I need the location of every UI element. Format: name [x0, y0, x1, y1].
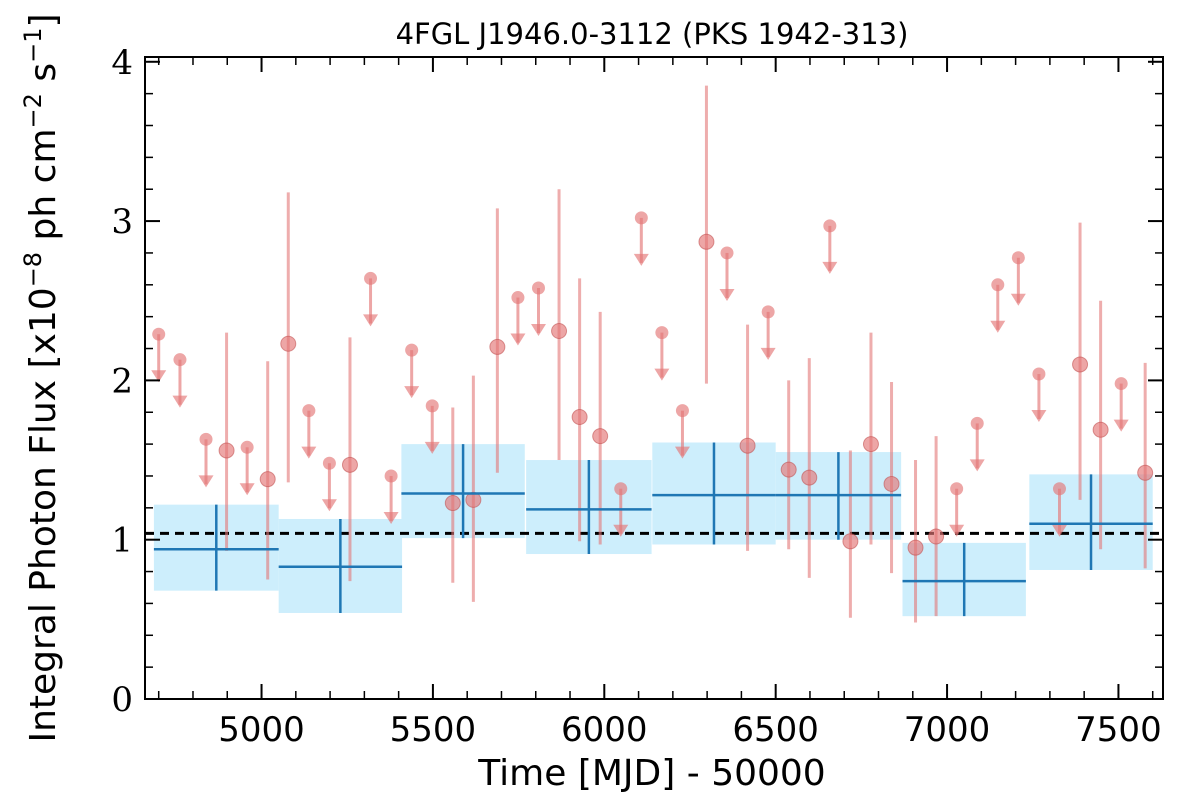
upper-limit-point: [405, 343, 419, 357]
upper-limit-point: [364, 271, 378, 285]
upper-limit-point: [970, 416, 984, 430]
x-tick-label: 6000: [561, 710, 648, 750]
monthly-data-point: [780, 461, 797, 478]
x-axis-label: Time [MJD] - 50000: [477, 753, 825, 794]
upper-limit-arrow: [239, 483, 255, 496]
monthly-data-point: [842, 533, 859, 550]
upper-limit-arrow: [1031, 410, 1047, 423]
upper-limit-point: [152, 327, 166, 341]
upper-limit-arrow: [301, 446, 317, 459]
upper-limit-point: [199, 432, 213, 446]
y-axis-label-end: ]: [23, 13, 64, 27]
monthly-data-point: [341, 456, 358, 473]
monthly-data-point: [907, 539, 924, 556]
upper-limit-arrow: [383, 511, 399, 524]
y-axis-label-exp3: −1: [19, 28, 47, 63]
upper-limit-point: [655, 326, 669, 340]
monthly-data-point: [218, 442, 235, 459]
upper-limit-arrow: [1010, 293, 1026, 306]
y-axis-label-s: s: [23, 63, 64, 93]
chart-title: 4FGL J1946.0-3112 (PKS 1942-313): [396, 17, 909, 51]
monthly-data-point: [698, 233, 715, 250]
upper-limit-point: [173, 353, 187, 367]
axis-ticks: 5000 5500 6000 6500 7000 7500 0 1 2 3 4: [111, 43, 1163, 750]
upper-limit-arrow: [990, 320, 1006, 333]
upper-limit-point: [302, 404, 316, 418]
upper-limit-point: [322, 456, 336, 470]
upper-limit-arrow: [151, 370, 167, 383]
y-axis-label: Integral Photon Flux [x10−8 ph cm−2 s−1]: [19, 13, 64, 742]
upper-limit-arrow: [510, 333, 526, 346]
upper-limit-arrow: [633, 253, 649, 266]
upper-limit-arrow: [613, 524, 629, 537]
upper-limit-point: [720, 246, 734, 260]
plot-frame: [144, 56, 1164, 700]
y-tick-label: 3: [111, 202, 133, 242]
upper-limit-point: [1032, 367, 1046, 381]
upper-limit-arrow: [1113, 419, 1129, 432]
x-tick-label: 7500: [1075, 710, 1162, 750]
monthly-data-point: [1072, 356, 1089, 373]
y-axis-label-mid: ph cm: [23, 128, 64, 251]
monthly-data-point: [928, 528, 945, 545]
upper-limit-arrow: [949, 524, 965, 537]
upper-limit-point: [511, 291, 525, 305]
upper-limit-arrow: [530, 323, 546, 336]
x-tick-label: 7000: [904, 710, 991, 750]
upper-limit-point: [675, 404, 689, 418]
x-tick-label: 5500: [390, 710, 477, 750]
monthly-data-point: [801, 469, 818, 486]
x-tick-label: 5000: [218, 710, 305, 750]
monthly-data-point: [592, 428, 609, 445]
upper-limit-point: [425, 399, 439, 413]
upper-limit-point: [240, 440, 254, 454]
upper-limit-arrow: [760, 347, 776, 360]
upper-limit-point: [384, 469, 398, 483]
monthly-data-point: [1137, 464, 1154, 481]
monthly-data-point: [551, 323, 568, 340]
upper-limit-point: [1114, 377, 1128, 391]
upper-limit-point: [761, 305, 775, 319]
upper-limit-point: [823, 219, 837, 233]
upper-limit-arrow: [1051, 524, 1067, 537]
y-tick-label: 4: [111, 43, 133, 83]
upper-limit-point: [614, 482, 628, 496]
monthly-data-point: [883, 475, 900, 492]
upper-limit-arrow: [674, 446, 690, 459]
upper-limit-point: [634, 211, 648, 225]
upper-limit-arrow: [363, 314, 379, 327]
monthly-data-point: [571, 409, 588, 426]
upper-limit-point: [1052, 482, 1066, 496]
upper-limit-arrow: [719, 288, 735, 301]
y-tick-label: 2: [111, 361, 133, 401]
monthly-data-point: [489, 338, 506, 355]
upper-limit-point: [950, 482, 964, 496]
monthly-data-point: [259, 471, 276, 488]
monthly-data-point: [862, 436, 879, 453]
monthly-data-point: [280, 335, 297, 352]
upper-limit-arrow: [822, 261, 838, 274]
upper-limit-point: [1011, 251, 1025, 265]
upper-limit-arrow: [321, 499, 337, 512]
plot-area: [145, 85, 1163, 623]
upper-limit-point: [531, 281, 545, 295]
upper-limit-arrow: [172, 395, 188, 408]
upper-limit-arrow: [198, 475, 214, 488]
upper-limit-point: [991, 278, 1005, 292]
upper-limit-arrow: [654, 368, 670, 381]
upper-limit-arrow: [404, 386, 420, 399]
y-axis-label-main: Integral Photon Flux [x10: [23, 287, 64, 742]
monthly-data-point: [444, 495, 461, 512]
monthly-data-point: [739, 437, 756, 454]
monthly-data-point: [1092, 421, 1109, 438]
x-tick-label: 6500: [732, 710, 819, 750]
y-tick-label: 1: [111, 521, 133, 561]
y-axis-label-exp2: −2: [19, 93, 47, 128]
y-axis-label-exp1: −8: [19, 252, 47, 287]
upper-limit-arrow: [424, 441, 440, 454]
y-tick-label: 0: [111, 680, 133, 720]
upper-limit-arrow: [969, 459, 985, 472]
